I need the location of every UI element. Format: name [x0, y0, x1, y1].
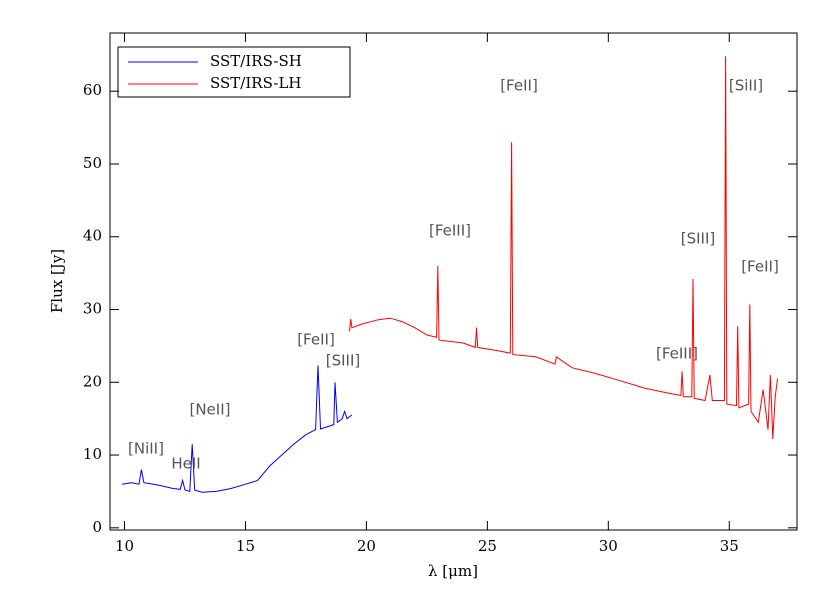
y-tick-label: 40 [83, 227, 102, 245]
x-tick-label: 30 [599, 537, 618, 555]
line-annotation: HeII [171, 455, 200, 473]
line-annotation: [SiII] [729, 77, 763, 95]
line-annotation: [FeII] [297, 331, 335, 349]
y-tick-label: 60 [83, 81, 102, 99]
line-annotation: [SIII] [326, 352, 361, 370]
y-axis-label: Flux [Jy] [48, 249, 66, 313]
x-tick-label: 10 [115, 537, 134, 555]
line-annotation: [NeII] [189, 401, 230, 419]
line-annotation: [FeIII] [429, 222, 471, 240]
y-tick-label: 20 [83, 372, 102, 390]
line-annotation: [FeIII] [656, 345, 698, 363]
legend-box [117, 46, 351, 98]
line-annotation: [FeII] [741, 258, 779, 276]
legend-label: SST/IRS-LH [210, 74, 302, 92]
x-tick-label: 25 [478, 537, 497, 555]
line-annotation: [FeII] [500, 77, 538, 95]
y-tick-label: 0 [92, 518, 102, 536]
line-annotation: [SIII] [681, 230, 716, 248]
y-tick-label: 30 [83, 300, 102, 318]
legend-label: SST/IRS-SH [210, 52, 302, 70]
y-tick-label: 50 [83, 154, 102, 172]
x-tick-label: 20 [357, 537, 376, 555]
y-tick-label: 10 [83, 445, 102, 463]
x-tick-label: 35 [720, 537, 739, 555]
spectrum-line [122, 365, 353, 493]
x-tick-label: 15 [236, 537, 255, 555]
spectrum-line [349, 56, 779, 440]
line-annotation: [NiII] [128, 440, 164, 458]
plot-frame [109, 32, 798, 531]
x-axis-label: λ [μm] [428, 562, 478, 580]
